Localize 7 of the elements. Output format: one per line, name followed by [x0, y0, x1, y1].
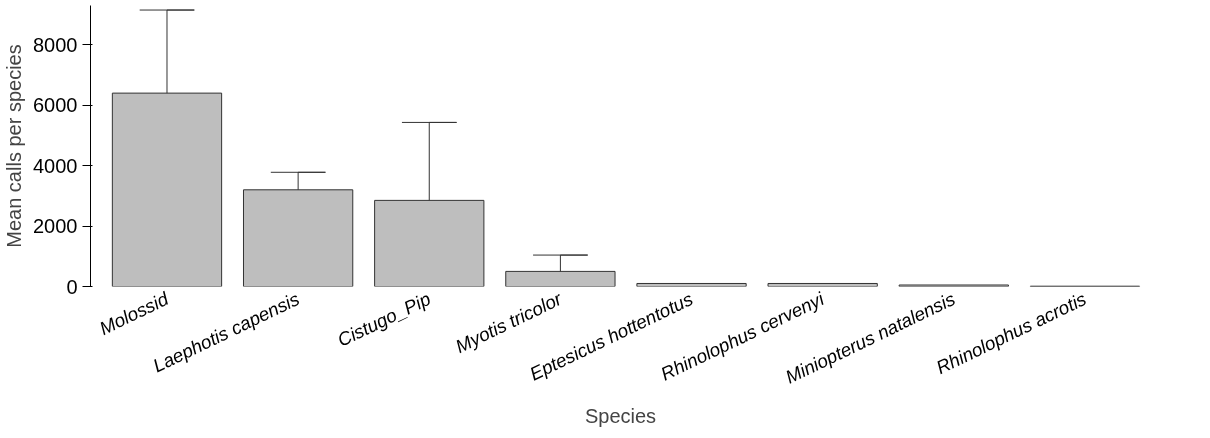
y-tick-label: 0: [66, 275, 78, 298]
y-tick-label: 6000: [33, 94, 78, 117]
y-tick-label: 2000: [33, 215, 78, 238]
y-tick-label: 4000: [33, 154, 78, 177]
y-axis-title: Mean calls per species: [3, 44, 26, 248]
y-tick-label: 8000: [33, 33, 78, 56]
x-axis-title: Species: [584, 405, 657, 428]
